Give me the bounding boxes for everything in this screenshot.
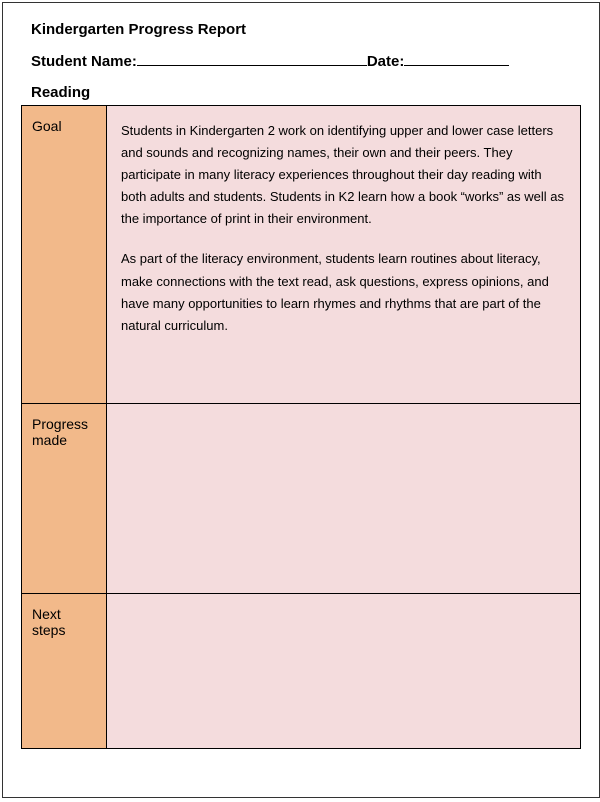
date-blank [404, 52, 509, 66]
goal-paragraph-1: Students in Kindergarten 2 work on ident… [121, 120, 566, 230]
goal-content-cell: Students in Kindergarten 2 work on ident… [107, 106, 581, 404]
student-name-label: Student Name: [31, 53, 137, 70]
next-content-cell [107, 594, 581, 749]
progress-content-cell [107, 404, 581, 594]
table-row-next: Next steps [22, 594, 581, 749]
header-section: Kindergarten Progress Report Student Nam… [3, 3, 599, 101]
goal-paragraph-2: As part of the literacy environment, stu… [121, 248, 566, 336]
name-date-row: Student Name: Date: [31, 52, 571, 70]
goal-label-cell: Goal [22, 106, 107, 404]
progress-label-cell: Progress made [22, 404, 107, 594]
page-container: Kindergarten Progress Report Student Nam… [2, 2, 600, 798]
next-label-cell: Next steps [22, 594, 107, 749]
section-heading-reading: Reading [31, 84, 571, 101]
student-name-blank [137, 52, 367, 66]
table-row-goal: Goal Students in Kindergarten 2 work on … [22, 106, 581, 404]
report-table: Goal Students in Kindergarten 2 work on … [21, 105, 581, 749]
table-row-progress: Progress made [22, 404, 581, 594]
report-title: Kindergarten Progress Report [31, 21, 571, 38]
date-label: Date: [367, 53, 405, 70]
